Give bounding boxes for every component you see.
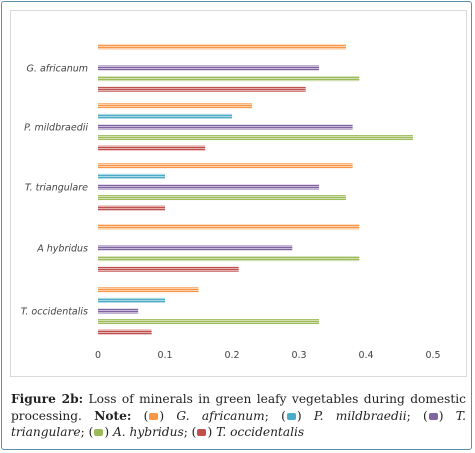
bar-p-mildbraedii-t-triangulare [98,124,353,130]
legend-swatch [94,429,104,436]
x-tick-label: 0.2 [224,350,239,361]
bar-t-occidentalis-g-africanum [98,287,199,293]
bar-t-occidentalis-t-occidentalis [98,329,152,335]
caption-legend-item: () T. triangulare; [11,408,467,440]
bar-t-occidentalis-a-hybridus [98,319,320,325]
bar-g-africanum-t-triangulare [98,65,320,71]
bar-t-occidentalis-p-mildbraedii [98,297,165,303]
bar-t-triangulare-p-mildbraedii [98,173,165,179]
x-tick-label: 0.3 [291,350,306,361]
bar-g-africanum-g-africanum [98,44,346,50]
bar-a-hybridus-g-africanum [98,224,360,230]
bar-chart: T. occidentalis A hybridus T. triangulare P… [21,44,441,361]
x-tick-label: 0 [95,350,101,361]
bar-a-hybridus-t-triangulare [98,245,293,251]
legend-swatch [286,412,296,420]
bar-p-mildbraedii-t-occidentalis [98,145,206,151]
caption-legend-item: () A. hybridus; [84,425,188,439]
figure-caption: Figure 2b: Loss of minerals in green lea… [11,391,466,441]
chart-area: T. occidentalis A hybridus T. triangulare P… [10,10,467,377]
bar-t-triangulare-t-triangulare [98,184,320,190]
x-tick-label: 0.5 [425,350,440,361]
legend-swatch [149,412,159,420]
legend-swatch [428,412,438,420]
y-tick-label: T. occidentalis [21,307,88,318]
legend-label: A. hybridus [112,425,184,439]
bar-a-hybridus-a-hybridus [98,256,360,262]
x-tick-label: 0.1 [157,350,172,361]
figure-label: Figure 2b: [11,392,84,406]
caption-legend-item: () G. africanum; [143,408,269,423]
caption-legend-item: () P. mildbraedii; [268,408,411,423]
bar-t-triangulare-t-occidentalis [98,205,165,211]
y-tick-label: A hybridus [36,244,88,255]
bar-g-africanum-t-occidentalis [98,86,306,92]
legend-label: P. mildbraedii [313,408,407,423]
bar-p-mildbraedii-g-africanum [98,103,253,109]
caption-text: Loss of minerals in green leafy vegetabl… [11,392,466,423]
caption-legend: () G. africanum; () P. mildbraedii; () T… [11,409,466,440]
bar-p-mildbraedii-a-hybridus [98,135,413,141]
bar-t-triangulare-a-hybridus [98,195,346,201]
bar-g-africanum-a-hybridus [98,76,360,82]
bar-a-hybridus-t-occidentalis [98,266,239,272]
note-label: Note: [94,408,132,423]
legend-swatch [197,429,207,436]
bar-t-triangulare-g-africanum [98,163,353,169]
y-tick-label: G. africanum [27,64,88,75]
caption-legend-item: () T. occidentalis [187,425,305,439]
bar-t-occidentalis-t-triangulare [98,308,139,314]
bar-p-mildbraedii-p-mildbraedii [98,113,232,119]
legend-label: T. triangulare [11,408,467,440]
legend-label: T. occidentalis [216,425,305,439]
legend-label: G. africanum [176,408,265,423]
x-tick-label: 0.4 [358,350,373,361]
y-tick-label: P. mildbraedii [24,123,88,134]
y-tick-label: T. triangulare [25,183,88,194]
